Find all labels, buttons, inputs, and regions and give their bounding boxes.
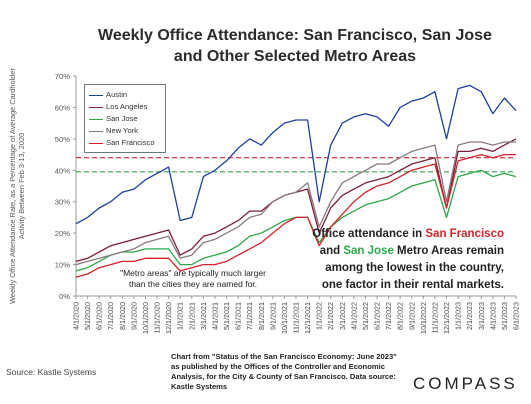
x-tick-label: 8/1/2022 xyxy=(396,302,405,330)
x-tick-label: 6/1/2022 xyxy=(373,302,382,330)
legend-label: Austin xyxy=(106,90,128,99)
legend-swatch xyxy=(89,118,103,120)
x-tick-label: 5/1/2022 xyxy=(361,302,370,330)
series-line-san-francisco xyxy=(75,153,516,278)
y-tick-label: 60% xyxy=(55,103,70,112)
x-tick-label: 4/1/2020 xyxy=(72,302,81,330)
annotation-sj: San Jose xyxy=(343,245,394,257)
source-credit: Chart from "Status of the San Francisco … xyxy=(171,352,397,391)
legend-item-los-angeles: Los Angeles xyxy=(89,101,147,113)
x-tick-label: 6/1/2021 xyxy=(234,302,243,330)
source-left: Source: Kastle Systems xyxy=(6,367,97,377)
x-tick-label: 4/1/2022 xyxy=(349,302,358,330)
y-tick-label: 10% xyxy=(55,261,70,270)
x-tick-label: 7/1/2021 xyxy=(245,302,254,330)
chart-legend: Austin Los Angeles San Jose New York San Fra… xyxy=(84,84,166,153)
y-tick-label: 50% xyxy=(55,135,70,144)
legend-item-san-francisco: San Francisco xyxy=(89,137,155,149)
x-tick-label: 1/1/2022 xyxy=(315,302,324,330)
x-tick-label: 3/1/2021 xyxy=(199,302,208,330)
legend-swatch xyxy=(89,130,103,132)
chart-title-line2: and Other Selected Metro Areas xyxy=(173,48,417,65)
legend-item-new-york: New York xyxy=(89,125,138,137)
legend-swatch xyxy=(89,94,103,96)
x-tick-label: 9/1/2022 xyxy=(407,302,416,330)
x-tick-label: 1/1/2023 xyxy=(454,302,463,330)
legend-label: San Jose xyxy=(106,114,138,123)
x-tick-label: 6/1/2023 xyxy=(512,302,521,330)
annotation-text-4: one factor in their rental markets. xyxy=(321,279,504,291)
x-tick-label: 4/1/2021 xyxy=(210,302,219,330)
x-tick-label: 7/1/2022 xyxy=(384,302,393,330)
x-tick-label: 10/1/2022 xyxy=(419,302,428,334)
x-tick-label: 9/1/2021 xyxy=(268,302,277,330)
x-tick-label: 9/1/2020 xyxy=(129,302,138,330)
x-tick-label: 12/1/2020 xyxy=(164,302,173,334)
legend-label: Los Angeles xyxy=(106,102,148,111)
x-tick-label: 6/1/2020 xyxy=(95,302,104,330)
chart-title-line1: Weekly Office Attendance: San Francisco,… xyxy=(98,27,492,44)
x-tick-label: 12/1/2021 xyxy=(303,302,312,334)
y-tick-label: 70% xyxy=(55,72,70,81)
x-tick-label: 11/1/2022 xyxy=(430,302,439,333)
legend-swatch xyxy=(89,142,103,144)
x-tick-label: 12/1/2022 xyxy=(442,302,451,334)
y-tick-label: 40% xyxy=(55,166,70,175)
x-tick-label: 1/1/2021 xyxy=(176,302,185,330)
x-tick-label: 10/1/2020 xyxy=(141,302,150,334)
series-line-new-york xyxy=(75,141,516,266)
x-tick-label: 2/1/2021 xyxy=(187,302,196,330)
series-line-austin xyxy=(75,84,517,225)
legend-label: San Francisco xyxy=(106,138,155,147)
metro-note: "Metro areas" are typically much larger … xyxy=(120,268,266,289)
x-tick-label: 8/1/2021 xyxy=(257,302,266,330)
x-tick-label: 8/1/2020 xyxy=(118,302,127,330)
annotation-text-1: Office attendance in xyxy=(312,228,426,240)
x-tick-label: 3/1/2022 xyxy=(338,302,347,330)
x-tick-label: 11/1/2020 xyxy=(153,302,162,333)
x-tick-label: 3/1/2023 xyxy=(477,302,486,330)
x-tick-label: 4/1/2023 xyxy=(488,302,497,330)
legend-item-austin: Austin xyxy=(89,89,127,101)
x-tick-label: 5/1/2020 xyxy=(83,302,92,330)
x-tick-label: 2/1/2022 xyxy=(326,302,335,330)
x-tick-label: 5/1/2023 xyxy=(500,302,509,330)
annotation-text-2b: Metro Areas remain xyxy=(393,245,504,257)
y-tick-label: 30% xyxy=(55,198,70,207)
compass-logo: COMPASS xyxy=(413,374,518,393)
annotation-text-2a: and xyxy=(319,245,344,257)
legend-swatch xyxy=(89,106,103,108)
x-tick-label: 10/1/2021 xyxy=(280,302,289,334)
x-tick-label: 11/1/2021 xyxy=(292,302,301,333)
y-tick-label: 20% xyxy=(55,229,70,238)
x-tick-label: 7/1/2020 xyxy=(106,302,115,330)
legend-item-san-jose: San Jose xyxy=(89,113,138,125)
annotation-box: Office attendance in San Francisco and S… xyxy=(300,226,504,294)
annotation-sf: San Francisco xyxy=(425,228,504,240)
annotation-text-3: among the lowest in the country, xyxy=(325,262,504,274)
x-tick-label: 5/1/2021 xyxy=(222,302,231,330)
x-tick-label: 2/1/2023 xyxy=(465,302,474,330)
legend-label: New York xyxy=(106,126,139,135)
y-tick-label: 0% xyxy=(59,292,70,301)
